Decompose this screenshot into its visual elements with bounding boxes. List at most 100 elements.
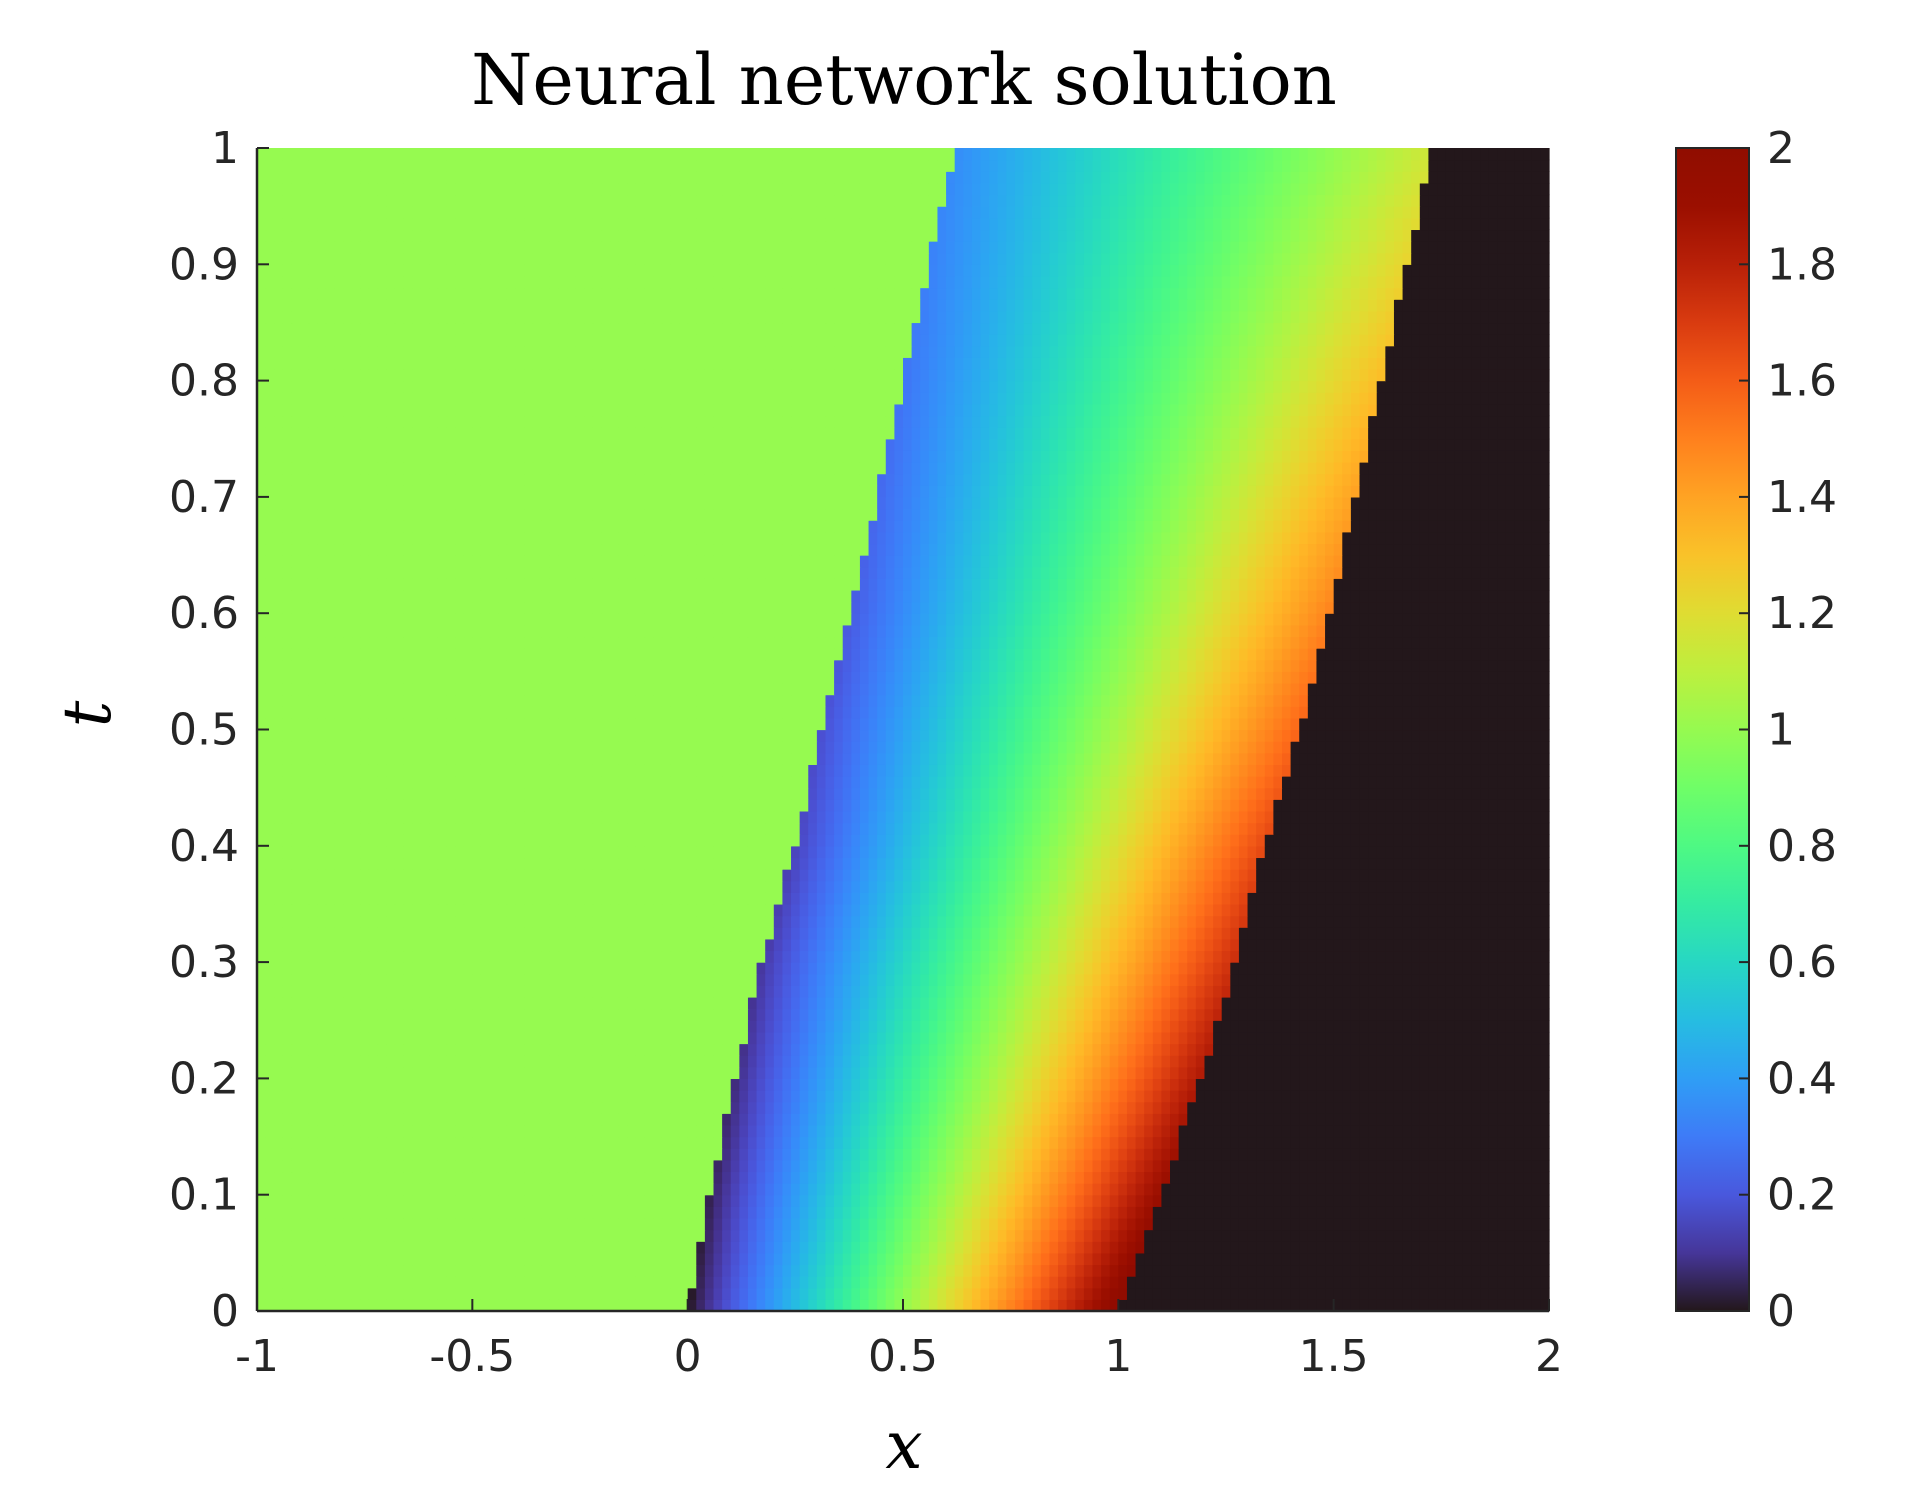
- heatmap-cell: [1368, 1229, 1378, 1242]
- heatmap-cell: [489, 1066, 499, 1079]
- heatmap-cell: [1462, 1066, 1473, 1079]
- heatmap-cell: [1307, 1136, 1318, 1149]
- heatmap-cell: [506, 1217, 516, 1231]
- heatmap-cell: [1101, 1299, 1111, 1312]
- heatmap-cell: [291, 1194, 301, 1207]
- heatmap-cell: [946, 1229, 956, 1242]
- heatmap-cell: [412, 1171, 422, 1184]
- heatmap-cell: [317, 1124, 327, 1138]
- heatmap-cell: [575, 1008, 585, 1021]
- heatmap-cell: [1523, 1043, 1533, 1056]
- heatmap-cell: [722, 1078, 732, 1091]
- heatmap-cell: [971, 996, 982, 1010]
- heatmap-cell: [1454, 1078, 1464, 1091]
- heatmap-cell: [360, 1008, 370, 1021]
- heatmap-cell: [1152, 1031, 1162, 1045]
- heatmap-cell: [661, 1078, 672, 1091]
- heatmap-cell: [394, 1229, 405, 1242]
- heatmap-cell: [472, 1287, 482, 1300]
- heatmap-cell: [1376, 1078, 1386, 1091]
- heatmap-cell: [825, 1276, 835, 1289]
- heatmap-cell: [1118, 1287, 1128, 1300]
- heatmap-cell: [1333, 1217, 1343, 1231]
- heatmap-cell: [1109, 1287, 1119, 1300]
- heatmap-cell: [696, 1287, 706, 1300]
- heatmap-cell: [1178, 1241, 1188, 1254]
- heatmap-cell: [1342, 1101, 1352, 1114]
- heatmap-cell: [1540, 1264, 1550, 1277]
- heatmap-cell: [515, 1183, 525, 1196]
- heatmap-cell: [1178, 938, 1188, 952]
- heatmap-cell: [498, 927, 508, 940]
- heatmap-cell: [1066, 1252, 1076, 1266]
- heatmap-cell: [851, 1287, 861, 1300]
- heatmap-cell: [1437, 1229, 1447, 1242]
- heatmap-cell: [1058, 1276, 1068, 1289]
- heatmap-cell: [1290, 1287, 1300, 1300]
- heatmap-cell: [1462, 1136, 1473, 1149]
- heatmap-cell: [911, 927, 921, 940]
- heatmap-cell: [808, 1264, 818, 1277]
- heatmap-cell: [1213, 1148, 1223, 1161]
- heatmap-cell: [489, 1241, 499, 1254]
- heatmap-cell: [455, 1299, 465, 1312]
- heatmap-cell: [532, 1148, 542, 1161]
- heatmap-cell: [1014, 973, 1025, 986]
- heatmap-cell: [937, 1276, 947, 1289]
- heatmap-cell: [1437, 1183, 1447, 1196]
- heatmap-cell: [1006, 973, 1016, 986]
- heatmap-cell: [1462, 1264, 1473, 1277]
- heatmap-cell: [1273, 1124, 1283, 1138]
- heatmap-cell: [498, 1031, 508, 1045]
- heatmap-cell: [747, 1276, 758, 1289]
- heatmap-cell: [532, 1299, 542, 1312]
- heatmap-cell: [601, 996, 611, 1010]
- heatmap-cell: [1402, 1055, 1412, 1068]
- heatmap-cell: [325, 1241, 336, 1254]
- heatmap-cell: [308, 996, 318, 1010]
- heatmap-cell: [257, 1136, 267, 1149]
- heatmap-cell: [1152, 996, 1162, 1010]
- heatmap-cell: [1471, 1078, 1481, 1091]
- heatmap-cell: [1006, 1183, 1016, 1196]
- heatmap-cell: [1256, 1148, 1266, 1161]
- heatmap-cell: [722, 927, 732, 940]
- heatmap-cell: [791, 1229, 801, 1242]
- heatmap-cell: [1307, 1217, 1318, 1231]
- heatmap-cell: [903, 1183, 913, 1196]
- heatmap-cell: [610, 915, 620, 928]
- heatmap-cell: [498, 1078, 508, 1091]
- heatmap-cell: [524, 1252, 534, 1266]
- heatmap-cell: [1014, 1276, 1025, 1289]
- heatmap-cell: [368, 1252, 379, 1266]
- heatmap-cell: [1187, 1148, 1197, 1161]
- heatmap-cell: [1144, 1287, 1154, 1300]
- heatmap-cell: [1273, 1241, 1283, 1254]
- heatmap-cell: [567, 973, 577, 986]
- heatmap-cell: [1230, 1183, 1240, 1196]
- heatmap-cell: [1523, 973, 1533, 986]
- heatmap-cell: [317, 950, 327, 963]
- heatmap-cell: [765, 1066, 775, 1079]
- heatmap-cell: [894, 1031, 904, 1045]
- heatmap-cell: [584, 1020, 594, 1033]
- heatmap-cell: [894, 1159, 904, 1173]
- heatmap-cell: [377, 1043, 387, 1056]
- heatmap-cell: [1437, 1276, 1447, 1289]
- heatmap-cell: [1307, 1229, 1318, 1242]
- heatmap-cell: [1144, 1206, 1154, 1219]
- heatmap-cell: [1342, 1252, 1352, 1266]
- heatmap-cell: [403, 1148, 413, 1161]
- heatmap-cell: [739, 1159, 749, 1173]
- heatmap-cell: [1359, 1055, 1369, 1068]
- heatmap-cell: [1480, 950, 1490, 963]
- heatmap-cell: [1480, 985, 1490, 998]
- heatmap-cell: [498, 1090, 508, 1103]
- heatmap-cell: [558, 1159, 568, 1173]
- heatmap-cell: [1385, 950, 1395, 963]
- heatmap-cell: [1316, 938, 1326, 952]
- heatmap-cell: [696, 1241, 706, 1254]
- heatmap-cell: [1505, 1101, 1516, 1114]
- heatmap-cell: [928, 1299, 939, 1312]
- heatmap-cell: [1488, 1124, 1498, 1138]
